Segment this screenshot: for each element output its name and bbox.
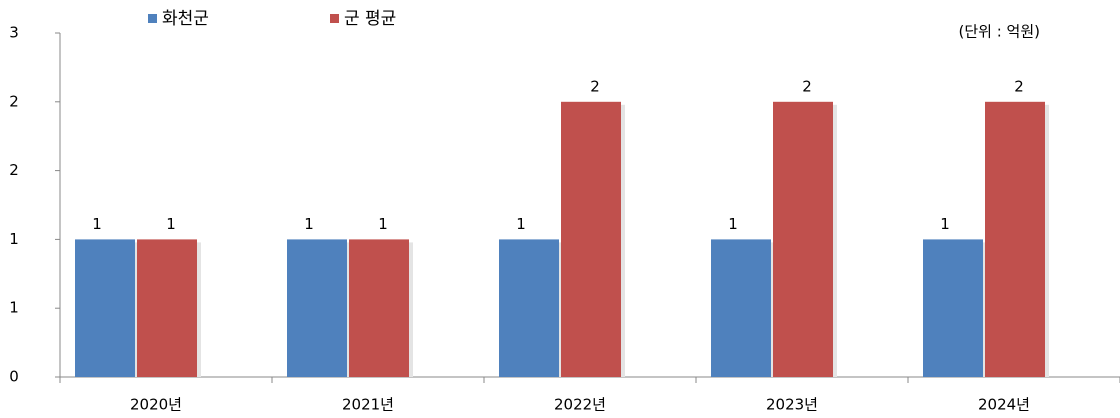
bar: [349, 239, 409, 377]
value-label: 1: [304, 215, 314, 233]
legend-label: 군 평균: [344, 9, 396, 29]
x-tick-label: 2020년: [130, 396, 182, 414]
y-tick-label: 3: [9, 24, 19, 42]
value-label: 2: [1014, 77, 1024, 95]
value-label: 2: [590, 77, 600, 95]
legend-swatch: [330, 14, 339, 23]
y-tick-label: 0: [9, 368, 19, 386]
x-tick-label: 2022년: [554, 396, 606, 414]
value-label: 1: [940, 215, 950, 233]
y-tick-label: 1: [9, 299, 19, 317]
y-tick-label: 2: [9, 92, 19, 110]
value-label: 1: [516, 215, 526, 233]
bar: [499, 239, 559, 377]
legend-swatch: [148, 14, 157, 23]
x-tick-label: 2023년: [766, 396, 818, 414]
y-tick-label: 1: [9, 230, 19, 248]
x-tick-label: 2024년: [978, 396, 1030, 414]
bar: [985, 101, 1045, 378]
bar: [287, 239, 347, 377]
bar: [923, 239, 983, 377]
bar: [75, 239, 135, 377]
unit-annotation: (단위 : 억원): [959, 23, 1041, 41]
value-label: 1: [728, 215, 738, 233]
bar: [137, 239, 197, 377]
bar: [711, 239, 771, 377]
value-label: 1: [92, 215, 102, 233]
legend-label: 화천군: [162, 9, 209, 29]
x-tick-label: 2021년: [342, 396, 394, 414]
bar: [561, 101, 621, 378]
value-label: 2: [802, 77, 812, 95]
y-tick-label: 2: [9, 161, 19, 179]
value-label: 1: [378, 215, 388, 233]
bar: [773, 101, 833, 378]
value-label: 1: [166, 215, 176, 233]
